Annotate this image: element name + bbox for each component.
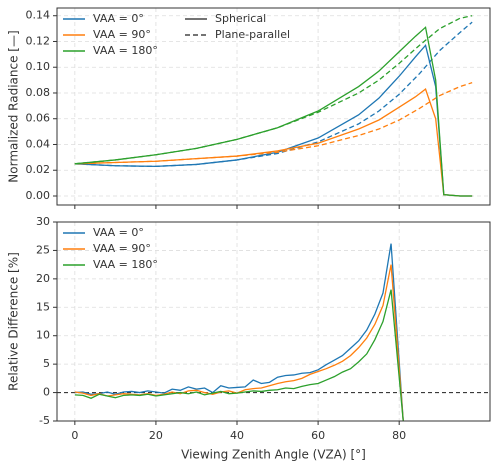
y-axis-label: Normalized Radiance [—]	[7, 30, 21, 182]
data-line	[74, 21, 473, 168]
y-tick-label: 5	[43, 357, 50, 370]
data-line	[74, 15, 473, 165]
x-axis-label: Viewing Zenith Angle (VZA) [°]	[181, 448, 366, 462]
y-tick-label: -5	[39, 414, 50, 427]
x-tick-label: 40	[230, 429, 244, 442]
x-tick-label: 60	[311, 429, 325, 442]
data-line	[74, 264, 404, 421]
data-line	[74, 26, 473, 197]
y-tick-label: 0	[43, 386, 50, 399]
y-tick-label: 25	[36, 243, 50, 256]
y-tick-label: 0.02	[26, 163, 51, 176]
data-line	[74, 43, 473, 197]
y-tick-label: 15	[36, 300, 50, 313]
legend-label: VAA = 180°	[93, 258, 158, 271]
y-tick-label: 0.14	[26, 9, 51, 22]
legend-label: Plane-parallel	[215, 28, 290, 41]
data-line	[74, 243, 404, 421]
data-line	[74, 289, 404, 421]
y-tick-label: 0.10	[26, 60, 51, 73]
legend-label: VAA = 0°	[93, 226, 144, 239]
legend-label: VAA = 90°	[93, 242, 151, 255]
y-tick-label: 0.12	[26, 34, 51, 47]
y-tick-label: 30	[36, 215, 50, 228]
legend-label: VAA = 180°	[93, 44, 158, 57]
y-tick-label: 0.00	[26, 189, 51, 202]
x-tick-label: 0	[71, 429, 78, 442]
y-tick-label: 0.08	[26, 86, 51, 99]
y-tick-label: 10	[36, 329, 50, 342]
axes-frame	[56, 7, 491, 206]
x-tick-label: 80	[392, 429, 406, 442]
y-axis-label: Relative Difference [%]	[7, 252, 21, 391]
legend-label: Spherical	[215, 12, 266, 25]
y-tick-label: 20	[36, 272, 50, 285]
y-tick-label: 0.06	[26, 112, 51, 125]
x-tick-label: 20	[149, 429, 163, 442]
legend-label: VAA = 90°	[93, 28, 151, 41]
axes-frame	[56, 221, 491, 422]
plot-area	[57, 243, 490, 421]
data-line	[74, 88, 473, 197]
y-tick-label: 0.04	[26, 137, 51, 150]
plot-area	[74, 15, 473, 197]
legend-label: VAA = 0°	[93, 12, 144, 25]
